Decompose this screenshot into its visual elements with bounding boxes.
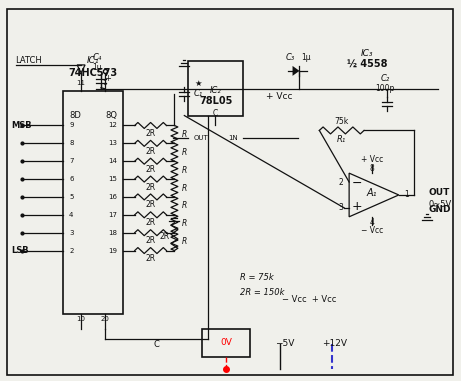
Text: 100p: 100p [375, 84, 395, 93]
Text: 2R: 2R [146, 129, 156, 138]
Text: 14: 14 [108, 158, 117, 164]
Text: R = 75k: R = 75k [240, 273, 274, 282]
Text: 2R = 150k: 2R = 150k [240, 288, 284, 297]
Bar [202, 329, 250, 357]
Text: MSB: MSB [12, 121, 32, 130]
Text: 1μ: 1μ [301, 53, 311, 62]
Text: 9: 9 [69, 122, 74, 128]
Text: 2R: 2R [146, 254, 156, 263]
Text: 16: 16 [108, 194, 117, 200]
Text: 7: 7 [69, 158, 74, 164]
Text: 8: 8 [69, 140, 74, 146]
Text: 12: 12 [108, 122, 117, 128]
Text: R: R [182, 202, 187, 210]
Text: 2: 2 [69, 248, 74, 254]
Text: 8D: 8D [69, 111, 81, 120]
Text: 10: 10 [77, 316, 86, 322]
Text: 15: 15 [108, 176, 117, 182]
Text: + Vᴄᴄ: + Vᴄᴄ [361, 155, 383, 164]
Text: IC₁: IC₁ [87, 56, 99, 66]
Text: R: R [182, 148, 187, 157]
Bar [188, 61, 243, 115]
Text: 1: 1 [404, 190, 408, 200]
Text: R: R [182, 184, 187, 192]
Text: 0V: 0V [220, 338, 232, 347]
Text: 11: 11 [77, 80, 86, 86]
Text: C₂: C₂ [380, 74, 390, 83]
Bar [63, 91, 123, 314]
Text: LSB: LSB [12, 246, 29, 255]
Text: 8: 8 [370, 164, 374, 173]
Text: C₃: C₃ [285, 53, 295, 62]
Text: R₁: R₁ [337, 135, 346, 144]
Text: 3: 3 [338, 203, 343, 212]
Text: 19: 19 [108, 248, 117, 254]
Text: 1N: 1N [228, 135, 238, 141]
Text: LATCH: LATCH [16, 56, 42, 66]
Text: C: C [154, 340, 160, 349]
Text: A₁: A₁ [366, 188, 377, 198]
Text: GND: GND [429, 205, 451, 215]
Text: 1μ: 1μ [92, 63, 102, 72]
Text: R: R [182, 166, 187, 174]
Text: +12V: +12V [322, 339, 347, 348]
Text: 5: 5 [69, 194, 74, 200]
Text: 75k: 75k [335, 117, 349, 126]
Text: 8Q: 8Q [105, 111, 117, 120]
Text: +: + [352, 200, 362, 213]
Text: 0~5V: 0~5V [429, 200, 452, 210]
Text: R: R [182, 130, 187, 139]
Text: − Vᴄᴄ: − Vᴄᴄ [361, 226, 383, 235]
Text: IC₂: IC₂ [210, 86, 221, 95]
Text: ★: ★ [195, 79, 202, 88]
Text: 2R: 2R [146, 182, 156, 192]
Text: − Vᴄᴄ  + Vᴄᴄ: − Vᴄᴄ + Vᴄᴄ [282, 295, 337, 304]
Text: 13: 13 [108, 140, 117, 146]
Text: C₄: C₄ [92, 53, 101, 62]
Text: 18: 18 [108, 230, 117, 236]
Text: 4: 4 [69, 212, 74, 218]
Text: 2R: 2R [146, 236, 156, 245]
Text: 3: 3 [69, 230, 74, 236]
Text: OUT: OUT [429, 189, 450, 197]
Text: 20: 20 [100, 316, 109, 322]
Text: 17: 17 [108, 212, 117, 218]
Text: −: − [352, 176, 362, 190]
Text: IC₃: IC₃ [361, 48, 373, 58]
Text: 2R: 2R [160, 232, 170, 241]
Text: +: + [105, 74, 112, 83]
Text: R: R [182, 237, 187, 246]
Text: C₁: C₁ [194, 89, 203, 98]
Text: + Vᴄᴄ: + Vᴄᴄ [266, 92, 293, 101]
Polygon shape [293, 66, 300, 76]
Text: 6: 6 [69, 176, 74, 182]
Text: 74HC573: 74HC573 [68, 68, 118, 78]
Text: 2R: 2R [146, 218, 156, 227]
Text: 78L05: 78L05 [199, 96, 232, 106]
Text: C: C [213, 109, 218, 118]
Text: 2R: 2R [146, 200, 156, 210]
Text: 4: 4 [370, 218, 374, 227]
Text: OUT: OUT [193, 135, 208, 141]
Text: 2R: 2R [146, 147, 156, 156]
Text: 2: 2 [338, 178, 343, 187]
Text: 1: 1 [103, 80, 107, 86]
Text: ½ 4558: ½ 4558 [347, 59, 387, 69]
Text: 2R: 2R [146, 165, 156, 174]
Text: R: R [182, 219, 187, 228]
Text: −5V: −5V [275, 339, 294, 348]
